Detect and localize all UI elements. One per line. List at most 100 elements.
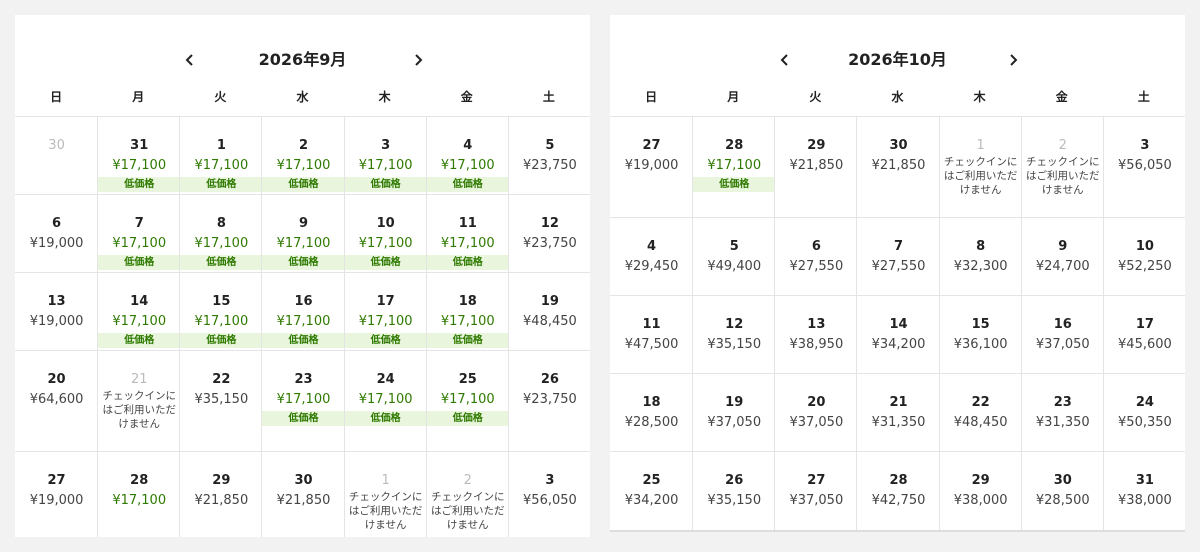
day-cell[interactable]: 11 ¥47,500	[610, 295, 694, 374]
day-number: 30	[294, 473, 313, 488]
day-cell[interactable]: 6 ¥27,550	[774, 217, 858, 296]
prev-month-button[interactable]	[181, 51, 199, 69]
day-cell[interactable]: 30 ¥21,850	[261, 451, 345, 537]
day-cell[interactable]: 11 ¥17,100 低価格	[425, 194, 509, 273]
day-cell[interactable]: 27 ¥37,050	[774, 451, 858, 530]
day-cell[interactable]: 25 ¥34,200	[610, 451, 694, 530]
day-price: ¥35,150	[194, 392, 249, 407]
day-cell[interactable]: 7 ¥27,550	[856, 217, 940, 296]
day-cell[interactable]: 22 ¥48,450	[938, 373, 1022, 452]
low-price-badge: 低価格	[426, 177, 509, 192]
day-cell[interactable]: 23 ¥31,350	[1020, 373, 1104, 452]
day-cell[interactable]: 29 ¥21,850	[179, 451, 263, 537]
day-cell[interactable]: 6 ¥19,000	[15, 194, 99, 273]
day-number: 15	[212, 294, 231, 309]
day-price: ¥37,050	[789, 493, 844, 508]
day-cell[interactable]: 12 ¥35,150	[692, 295, 776, 374]
day-cell[interactable]: 26 ¥23,750	[507, 350, 590, 452]
day-cell[interactable]: 3 ¥17,100 低価格	[343, 116, 427, 195]
day-price: ¥21,850	[276, 493, 331, 508]
day-number: 1	[216, 138, 226, 153]
next-month-button[interactable]	[409, 51, 427, 69]
day-cell[interactable]: 3 ¥56,050	[507, 451, 590, 537]
day-cell[interactable]: 7 ¥17,100 低価格	[97, 194, 181, 273]
day-cell[interactable]: 31 ¥17,100 低価格	[97, 116, 181, 195]
day-cell[interactable]: 28 ¥17,100 低価格	[692, 116, 776, 218]
day-price: ¥17,100	[194, 158, 249, 173]
day-cell[interactable]: 29 ¥21,850	[774, 116, 858, 218]
day-cell[interactable]: 8 ¥17,100 低価格	[179, 194, 263, 273]
day-cell[interactable]: 31 ¥38,000	[1102, 451, 1185, 530]
day-cell[interactable]: 15 ¥17,100 低価格	[179, 272, 263, 351]
day-cell[interactable]: 2 ¥17,100 低価格	[261, 116, 345, 195]
day-cell[interactable]: 9 ¥17,100 低価格	[261, 194, 345, 273]
day-number: 5	[545, 138, 555, 153]
day-cell: 2 チェックインにはご利用いただけません	[425, 451, 509, 537]
day-number: 6	[52, 216, 62, 231]
day-cell[interactable]: 14 ¥17,100 低価格	[97, 272, 181, 351]
day-cell[interactable]: 18 ¥28,500	[610, 373, 694, 452]
day-cell[interactable]: 28 ¥42,750	[856, 451, 940, 530]
day-price: ¥27,550	[871, 259, 926, 274]
day-cell[interactable]: 5 ¥49,400	[692, 217, 776, 296]
day-cell[interactable]: 27 ¥19,000	[610, 116, 694, 218]
day-cell[interactable]: 10 ¥17,100 低価格	[343, 194, 427, 273]
low-price-badge: 低価格	[262, 333, 345, 348]
day-cell[interactable]: 26 ¥35,150	[692, 451, 776, 530]
day-cell[interactable]: 4 ¥17,100 低価格	[425, 116, 509, 195]
day-cell[interactable]: 25 ¥17,100 低価格	[425, 350, 509, 452]
day-price: ¥17,100	[358, 236, 413, 251]
day-cell[interactable]: 13 ¥38,950	[774, 295, 858, 374]
next-month-button[interactable]	[1004, 51, 1022, 69]
day-cell[interactable]: 28 ¥17,100	[97, 451, 181, 537]
day-cell[interactable]: 1 ¥17,100 低価格	[179, 116, 263, 195]
day-cell[interactable]: 23 ¥17,100 低価格	[261, 350, 345, 452]
day-number: 26	[540, 372, 559, 387]
day-number: 19	[725, 395, 744, 410]
prev-month-button[interactable]	[776, 51, 794, 69]
weekday-label: 金	[460, 90, 473, 104]
day-cell[interactable]: 18 ¥17,100 低価格	[425, 272, 509, 351]
day-cell[interactable]: 24 ¥50,350	[1102, 373, 1185, 452]
day-cell[interactable]: 21 ¥31,350	[856, 373, 940, 452]
day-cell[interactable]: 4 ¥29,450	[610, 217, 694, 296]
day-cell[interactable]: 9 ¥24,700	[1020, 217, 1104, 296]
day-number: 25	[458, 372, 477, 387]
day-number: 24	[1135, 395, 1154, 410]
day-cell[interactable]: 20 ¥37,050	[774, 373, 858, 452]
day-cell[interactable]: 22 ¥35,150	[179, 350, 263, 452]
day-number: 4	[647, 239, 657, 254]
day-cell[interactable]: 30 ¥28,500	[1020, 451, 1104, 530]
day-number: 11	[458, 216, 477, 231]
day-number: 23	[1053, 395, 1072, 410]
day-cell[interactable]: 30 ¥21,850	[856, 116, 940, 218]
day-cell[interactable]: 17 ¥45,600	[1102, 295, 1185, 374]
day-price: ¥17,100	[276, 236, 331, 251]
day-cell[interactable]: 19 ¥37,050	[692, 373, 776, 452]
day-price: ¥37,050	[707, 415, 762, 430]
day-cell[interactable]: 5 ¥23,750	[507, 116, 590, 195]
day-number: 19	[540, 294, 559, 309]
day-cell[interactable]: 16 ¥37,050	[1020, 295, 1104, 374]
day-number: 2	[463, 473, 472, 488]
low-price-badge: 低価格	[426, 411, 509, 426]
unavailable-note: チェックインにはご利用いただけません	[943, 156, 1018, 196]
day-cell[interactable]: 27 ¥19,000	[15, 451, 99, 537]
day-cell[interactable]: 24 ¥17,100 低価格	[343, 350, 427, 452]
day-cell[interactable]: 12 ¥23,750	[507, 194, 590, 273]
day-cell[interactable]: 15 ¥36,100	[938, 295, 1022, 374]
day-number: 22	[212, 372, 231, 387]
day-cell[interactable]: 13 ¥19,000	[15, 272, 99, 351]
month-title: 2026年10月	[848, 50, 947, 69]
day-cell[interactable]: 14 ¥34,200	[856, 295, 940, 374]
day-cell[interactable]: 10 ¥52,250	[1102, 217, 1185, 296]
low-price-badge: 低価格	[262, 411, 345, 426]
day-cell[interactable]: 3 ¥56,050	[1102, 116, 1185, 218]
day-cell[interactable]: 16 ¥17,100 低価格	[261, 272, 345, 351]
day-cell[interactable]: 8 ¥32,300	[938, 217, 1022, 296]
day-cell[interactable]: 29 ¥38,000	[938, 451, 1022, 530]
day-cell[interactable]: 19 ¥48,450	[507, 272, 590, 351]
day-number: 24	[376, 372, 395, 387]
day-cell[interactable]: 17 ¥17,100 低価格	[343, 272, 427, 351]
day-cell[interactable]: 20 ¥64,600	[15, 350, 99, 452]
